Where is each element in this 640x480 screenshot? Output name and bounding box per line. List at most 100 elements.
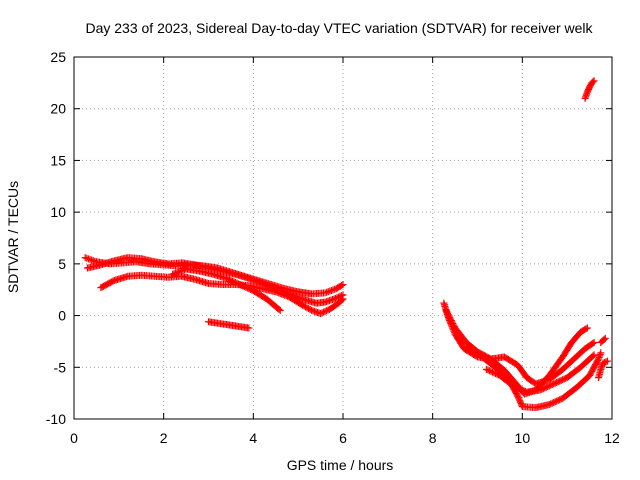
data-point [318,309,326,317]
data-point [339,281,347,289]
data-point [300,302,308,310]
data-point [303,304,311,312]
data-point [545,401,553,409]
data-point [516,398,524,406]
data-point [493,370,501,378]
data-point [239,282,247,290]
data-point [515,385,523,393]
y-tick-label: 5 [58,256,66,272]
data-point [514,394,522,402]
data-point [305,305,313,313]
data-point [553,397,561,405]
data-point [246,285,254,293]
data-marks [81,77,612,412]
data-point [548,399,556,407]
series-arc-k [595,357,612,382]
x-tick-label: 10 [515,430,531,446]
data-point [225,276,233,284]
data-point [233,279,241,287]
data-point [589,339,597,347]
data-point [245,285,253,293]
series-arc-h [465,343,605,412]
data-point [556,396,564,404]
data-point [240,283,248,291]
data-point [601,334,609,342]
data-point [306,306,314,314]
x-tick-label: 8 [429,430,437,446]
data-point [539,385,547,393]
grid [74,57,612,419]
data-point [222,274,230,282]
data-point [556,377,564,385]
data-point [317,310,325,318]
data-point [332,294,340,302]
data-point [604,357,612,365]
series-arc-e [205,318,253,332]
data-point [550,398,558,406]
data-point [597,349,605,357]
data-point [600,335,608,343]
data-point [560,375,568,383]
x-axis: 0 2 4 6 8 10 12 [70,57,620,446]
data-point [482,365,490,373]
y-axis: -10 -5 0 5 10 15 20 25 [46,49,612,427]
y-tick-label: -5 [54,359,67,375]
series-arc-l [581,77,598,102]
data-point [231,278,239,286]
data-point [536,386,544,394]
series-arc-d [169,265,284,314]
data-point [541,384,549,392]
data-point [335,293,343,301]
chart-title: Day 233 of 2023, Sidereal Day-to-day VTE… [85,20,593,36]
data-point [228,277,236,285]
data-point [538,385,546,393]
data-point [514,392,522,400]
x-tick-label: 0 [70,430,78,446]
data-point [554,396,562,404]
x-tick-label: 6 [339,430,347,446]
data-point [242,283,250,291]
data-point [490,369,498,377]
data-point [245,324,253,332]
data-point [243,284,251,292]
data-point [557,376,565,384]
data-point [550,380,558,388]
data-point [230,278,238,286]
data-point [548,381,556,389]
y-tick-label: 15 [50,152,66,168]
data-point [323,307,331,315]
y-axis-label: SDTVAR / TECUs [5,181,21,293]
data-point [520,387,528,395]
data-point [488,368,496,376]
x-tick-label: 2 [160,430,168,446]
data-point [590,338,598,346]
data-point [302,303,310,311]
data-point [553,378,561,386]
data-point [589,78,597,86]
data-point [516,397,524,405]
data-point [545,382,553,390]
data-point [236,281,244,289]
data-point [518,386,526,394]
x-axis-label: GPS time / hours [287,457,394,473]
data-point [547,400,555,408]
data-point [515,395,523,403]
data-point [512,383,520,391]
data-point [517,400,525,408]
series-arc-b [83,254,347,307]
data-point [542,383,550,391]
data-point [487,367,495,375]
data-point [590,77,598,85]
data-point [338,296,346,304]
data-point [517,385,525,393]
data-point [559,376,567,384]
data-point [582,325,590,333]
data-point [590,351,598,359]
data-point [276,306,284,314]
data-point [602,358,610,366]
data-point [227,276,235,284]
data-point [224,275,232,283]
data-point [514,384,522,392]
y-tick-label: 25 [50,49,66,65]
y-tick-label: 20 [50,101,66,117]
